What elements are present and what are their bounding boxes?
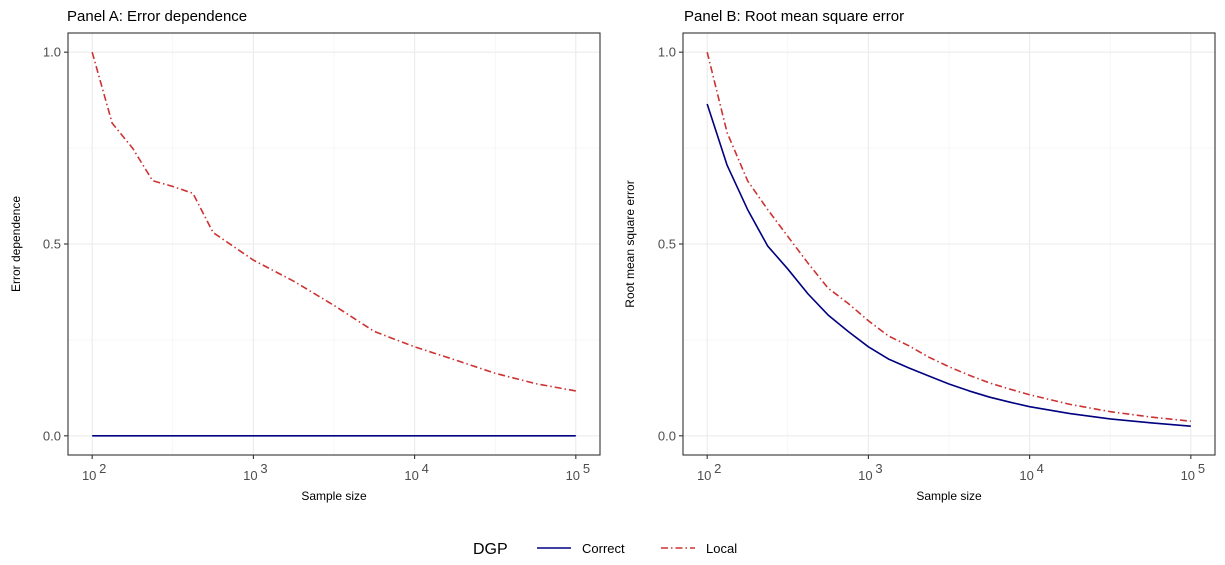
panel-b-xtick-label: 10 [697, 468, 711, 483]
panel-a-ytick-label: 0.0 [43, 428, 61, 443]
panel-a-xtick-exponent: 3 [260, 461, 267, 476]
panel-b-ylabel: Root mean square error [623, 180, 637, 307]
panel-a-series-local [91, 51, 576, 392]
panel-a-xtick-label: 10 [82, 468, 96, 483]
panel-a-ytick-label: 0.5 [43, 237, 61, 252]
panel-b-xlabel: Sample size [916, 489, 982, 503]
panel-a: Panel A: Error dependence Sample size Er… [9, 8, 601, 503]
panel-b-grid [683, 33, 1215, 455]
panel-b-ytick-label: 1.0 [658, 45, 676, 60]
panel-a-ytick-label: 1.0 [43, 45, 61, 60]
panel-b-xtick-exponent: 4 [1037, 461, 1044, 476]
panel-b-xtick-exponent: 2 [714, 461, 721, 476]
legend-label-local: Local [706, 541, 737, 556]
panel-a-grid [68, 33, 600, 455]
panel-b: Panel B: Root mean square error Sample s… [623, 8, 1216, 503]
panel-b-xtick-label: 10 [1019, 468, 1033, 483]
panel-a-xtick-exponent: 5 [583, 461, 590, 476]
panel-a-title: Panel A: Error dependence [67, 8, 247, 25]
panel-b-xtick-label: 10 [858, 468, 872, 483]
panel-b-series-correct [706, 103, 1191, 428]
panel-b-ytick-label: 0.5 [658, 237, 676, 252]
panel-b-series-local [706, 51, 1191, 423]
panel-b-xtick-exponent: 5 [1198, 461, 1205, 476]
legend: DGP Correct Local [473, 541, 737, 558]
panel-b-title: Panel B: Root mean square error [684, 8, 904, 25]
panel-b-ytick-label: 0.0 [658, 428, 676, 443]
panel-a-ylabel: Error dependence [9, 196, 23, 292]
panel-b-xtick-exponent: 3 [875, 461, 882, 476]
panel-a-xlabel: Sample size [301, 489, 367, 503]
legend-label-correct: Correct [582, 541, 625, 556]
panel-a-xtick-exponent: 2 [99, 461, 106, 476]
legend-title: DGP [473, 541, 508, 558]
panel-a-xtick-label: 10 [404, 468, 418, 483]
panel-a-xtick-label: 10 [243, 468, 257, 483]
panel-a-xtick-label: 10 [566, 468, 580, 483]
panel-b-xtick-label: 10 [1181, 468, 1195, 483]
panel-a-xtick-exponent: 4 [422, 461, 429, 476]
